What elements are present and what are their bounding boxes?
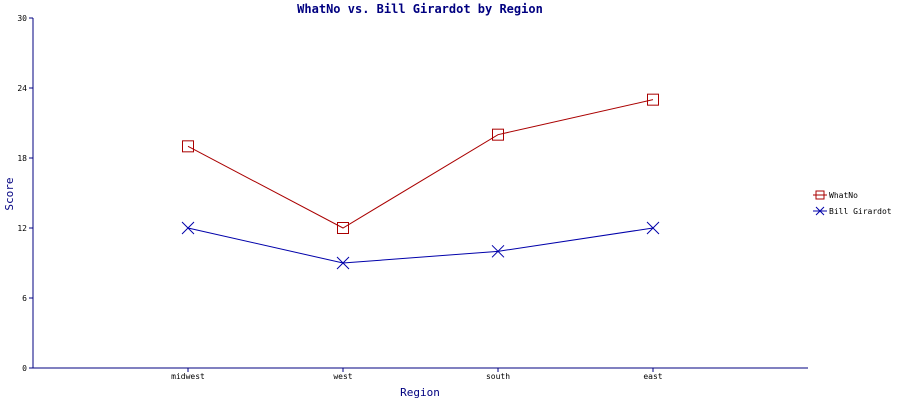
chart-title: WhatNo vs. Bill Girardot by Region — [297, 2, 543, 16]
legend: WhatNo Bill Girardot — [813, 190, 892, 216]
legend-marker — [815, 190, 825, 200]
data-point-marker — [181, 221, 195, 235]
legend-item: WhatNo — [813, 190, 858, 200]
data-point-marker — [182, 140, 194, 153]
y-ticks: 0 6 12 18 24 30 — [17, 14, 33, 373]
x-tick-label: midwest — [171, 372, 205, 381]
series-1 — [182, 93, 659, 234]
y-tick-label: 12 — [17, 224, 27, 233]
data-point-marker — [337, 222, 349, 234]
series-line — [187, 227, 654, 264]
legend-label: Bill Girardot — [829, 207, 892, 216]
legend-item: Bill Girardot — [813, 206, 892, 216]
data-point-marker — [647, 93, 659, 106]
legend-marker — [815, 206, 825, 216]
series-line — [187, 99, 654, 229]
series-2 — [181, 221, 660, 270]
data-point-marker — [646, 221, 660, 235]
x-tick-label: south — [486, 372, 510, 381]
x-tick-label: east — [643, 372, 662, 381]
y-tick-label: 0 — [22, 364, 27, 373]
x-axis-label: Region — [400, 386, 440, 399]
legend-label: WhatNo — [829, 191, 858, 200]
data-point-marker — [491, 244, 505, 258]
y-tick-label: 18 — [17, 154, 27, 163]
x-tick-label: west — [333, 372, 352, 381]
data-point-marker — [336, 256, 350, 270]
y-tick-label: 6 — [22, 294, 27, 303]
y-axis-label: Score — [3, 177, 16, 210]
y-tick-label: 24 — [17, 84, 27, 93]
data-point-marker — [492, 128, 504, 141]
axes — [32, 18, 808, 369]
y-tick-label: 30 — [17, 14, 27, 23]
series-group — [181, 93, 660, 270]
x-ticks: midwest west south east — [171, 368, 663, 381]
